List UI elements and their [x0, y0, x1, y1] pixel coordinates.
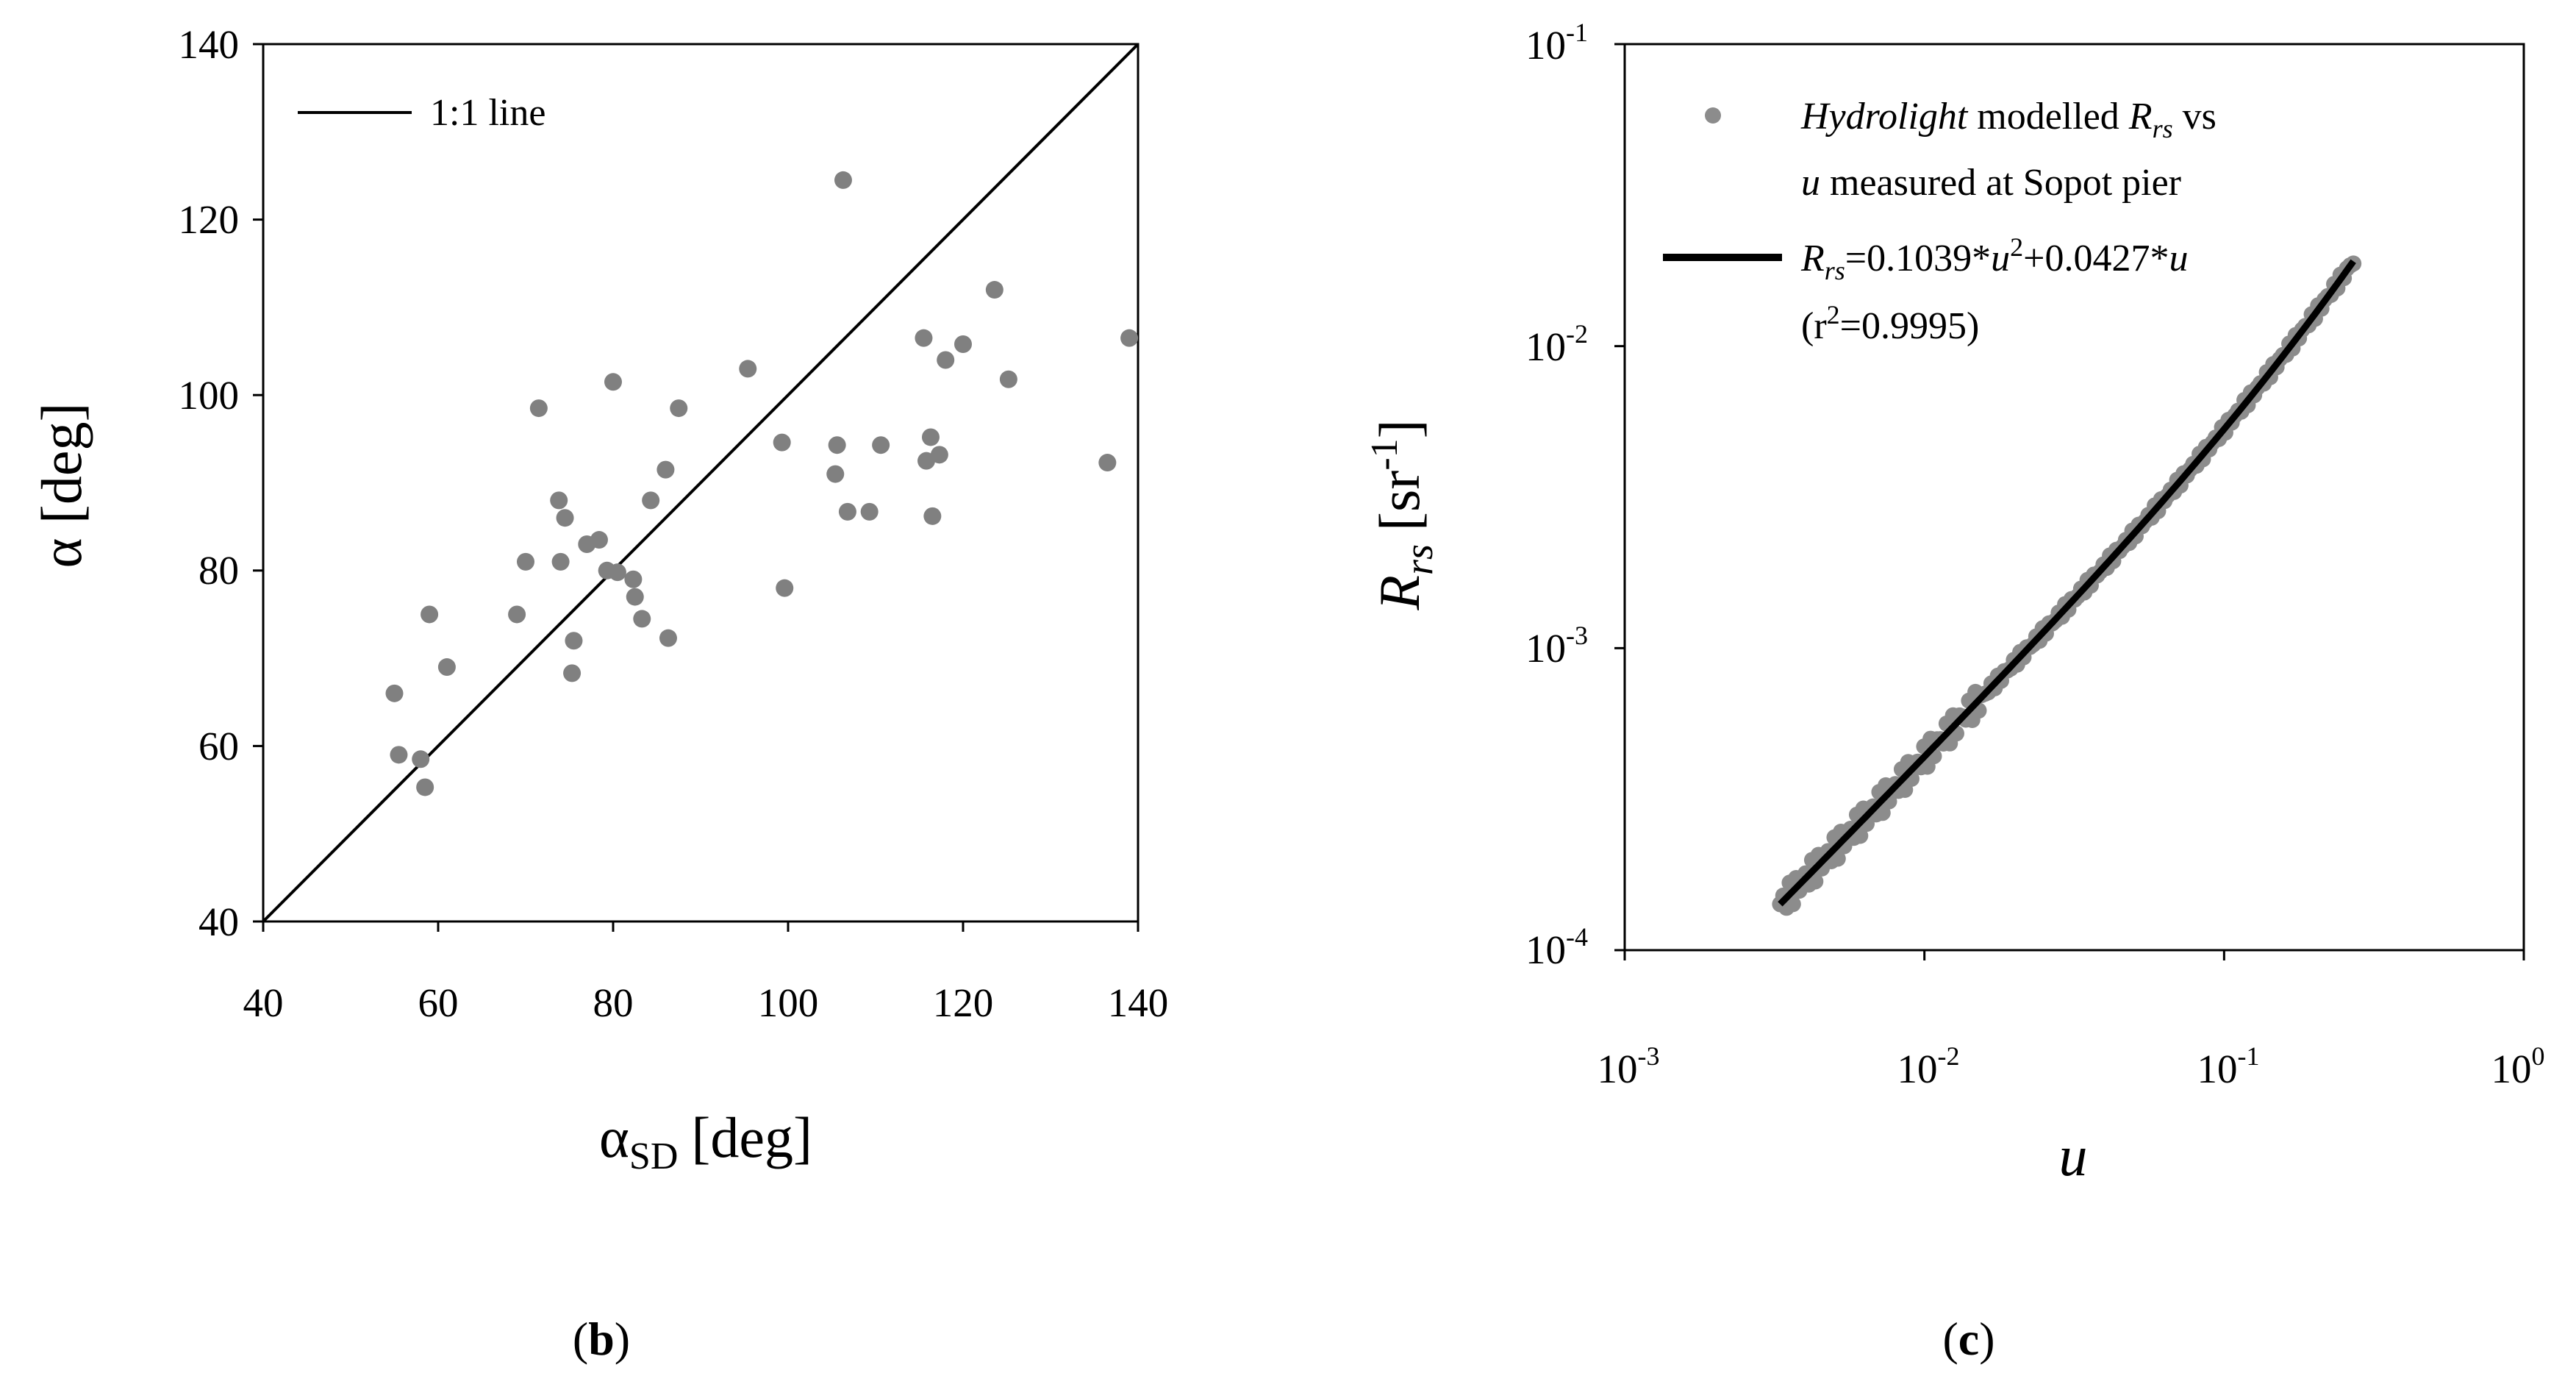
data-point-b-21	[633, 610, 651, 628]
data-point-b-18	[608, 563, 626, 582]
ytick-c-1: 10-3	[1525, 621, 1588, 671]
data-point-b-13	[565, 632, 583, 650]
ytick-b-1: 60	[198, 724, 239, 769]
ytick-b-2: 80	[198, 548, 239, 593]
one-to-one-line	[262, 43, 1139, 923]
fit-curve	[1778, 259, 2356, 907]
data-point-b-32	[838, 502, 856, 521]
ytick-b-3: 100	[179, 373, 240, 418]
plot-frame-c	[1623, 43, 2525, 952]
data-point-b-15	[590, 531, 608, 549]
xtick-b-1: 60	[418, 980, 459, 1025]
data-point-b-9	[550, 491, 568, 510]
ytick-c-2: 10-2	[1525, 319, 1588, 369]
data-point-b-34	[872, 436, 890, 454]
legend-marker-c	[1705, 107, 1721, 124]
ytick-b-5: 140	[179, 22, 240, 67]
data-point-b-40	[937, 351, 955, 369]
data-point-b-0	[385, 684, 404, 702]
data-point-b-27	[773, 433, 791, 452]
data-point-b-30	[828, 436, 846, 454]
legend-entry2-line2: (r2=0.9995)	[1801, 300, 1979, 347]
panel-label-c: (c)	[1942, 1313, 1994, 1365]
data-point-b-1	[390, 746, 408, 764]
data-point-b-45	[1120, 329, 1139, 347]
data-point-b-31	[834, 171, 852, 189]
legend-entry2-line1: Rrs=0.1039*u2+0.0427*u	[1800, 232, 2188, 285]
data-point-b-42	[985, 281, 1003, 299]
data-point-b-43	[999, 370, 1017, 388]
data-point-b-35	[915, 329, 933, 347]
scatter-points-c	[1772, 255, 2362, 916]
data-point-b-28	[776, 579, 794, 597]
fit-curve-group	[1778, 259, 2356, 907]
ytick-c-0: 10-4	[1525, 922, 1588, 972]
data-point-b-25	[670, 399, 688, 418]
data-point-b-29	[826, 465, 845, 483]
data-point-b-26	[739, 360, 757, 378]
y-axis-label-b: α [deg]	[29, 403, 93, 568]
legend-label-b: 1:1 line	[430, 92, 545, 134]
data-point-b-17	[604, 373, 622, 391]
legend-entry1-line2: u measured at Sopot pier	[1801, 162, 2181, 204]
tick-marks-c	[1614, 43, 2525, 960]
xtick-b-4: 120	[933, 980, 994, 1025]
data-point-b-19	[624, 570, 643, 588]
scatter-points-b	[385, 171, 1139, 796]
ytick-c-3: 10-1	[1525, 18, 1588, 68]
x-axis-label-b-main: α	[599, 1105, 629, 1169]
data-point-b-20	[626, 588, 644, 606]
one-to-one-line-group	[262, 43, 1139, 923]
panel-b: 40 60 80 100 120 140 40 60 80 100 120 14…	[29, 22, 1168, 1365]
tick-marks-b	[253, 43, 1139, 932]
data-point-b-4	[421, 605, 439, 624]
xtick-b-0: 40	[243, 980, 284, 1025]
data-point-b-11	[556, 509, 574, 527]
data-point-b-37	[921, 428, 940, 446]
xtick-c-2: 10-1	[2197, 1041, 2260, 1091]
data-point-b-41	[954, 335, 972, 354]
panel-label-b: (b)	[573, 1313, 630, 1365]
x-axis-label-b: αSD [deg]	[599, 1105, 812, 1177]
plot-frame-b	[262, 43, 1139, 923]
x-axis-label-b-sub: SD	[629, 1135, 678, 1177]
data-point-c-11	[1807, 873, 1824, 890]
data-point-b-36	[917, 452, 936, 470]
xtick-b-2: 80	[593, 980, 634, 1025]
data-point-b-8	[529, 399, 548, 418]
y-axis-label-c: Rrs[sr-1]	[1364, 419, 1441, 610]
legend-entry1-line1: Hydrolight modelled Rrs vs	[1800, 96, 2217, 143]
data-point-b-22	[642, 491, 660, 510]
xtick-b-3: 100	[758, 980, 819, 1025]
data-point-c-18	[1829, 850, 1846, 867]
data-point-b-12	[563, 664, 582, 682]
data-point-b-33	[860, 502, 879, 521]
ytick-b-4: 120	[179, 197, 240, 242]
x-axis-label-b-unit: [deg]	[691, 1105, 812, 1169]
data-point-b-2	[412, 750, 430, 769]
xtick-c-3: 100	[2491, 1041, 2545, 1091]
data-point-c-25	[1852, 827, 1869, 844]
xtick-c-0: 10-3	[1598, 1041, 1660, 1091]
data-point-b-7	[517, 552, 534, 571]
data-point-b-39	[930, 446, 948, 464]
panel-c: 10-4 10-3 10-2 10-1 10-3 10-2 10-1 100 H…	[1364, 18, 2545, 1365]
xtick-c-1: 10-2	[1897, 1041, 1960, 1091]
data-point-b-23	[656, 460, 675, 479]
data-point-b-5	[437, 658, 456, 677]
xtick-b-5: 140	[1108, 980, 1169, 1025]
x-axis-label-c: u	[2059, 1124, 2088, 1188]
data-point-b-44	[1098, 454, 1117, 472]
data-point-c-4	[1784, 896, 1801, 913]
data-point-b-6	[508, 605, 526, 624]
ytick-b-0: 40	[198, 899, 239, 944]
data-point-b-24	[659, 629, 677, 647]
data-point-b-3	[416, 778, 434, 796]
data-point-b-10	[551, 552, 570, 571]
data-point-b-38	[923, 507, 942, 525]
